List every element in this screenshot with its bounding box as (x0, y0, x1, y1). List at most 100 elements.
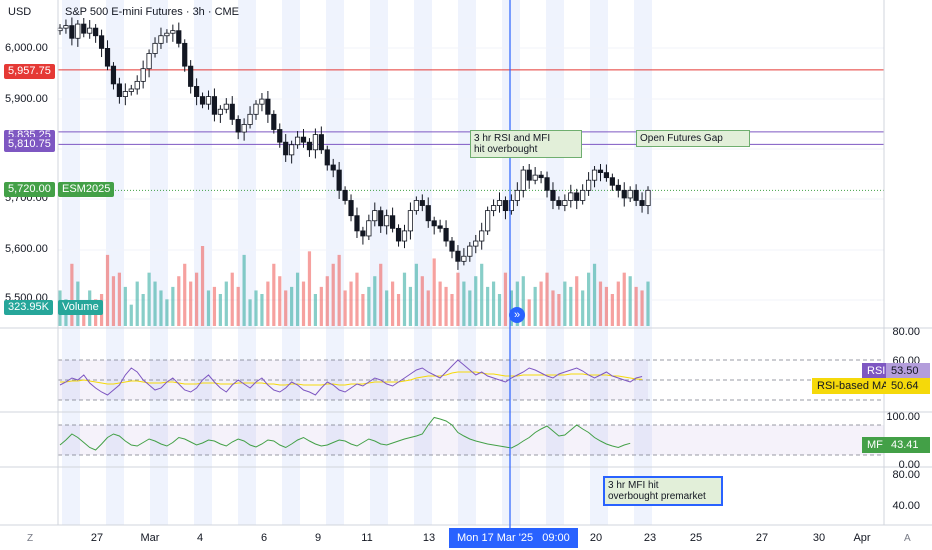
volume-bar (135, 281, 139, 326)
mf2-axis-label: 40.00 (892, 500, 920, 512)
volume-bar (117, 272, 121, 326)
session-band (326, 0, 344, 525)
candle-body (235, 118, 241, 133)
candle-body (395, 227, 402, 242)
time-tick: 6 (260, 532, 268, 544)
volume-bar (450, 294, 454, 326)
volume-bar (432, 258, 436, 326)
candle-body (479, 230, 485, 242)
chart-frame (0, 0, 932, 528)
candle-body (312, 134, 318, 151)
candle-body (455, 250, 461, 262)
volume-bar (640, 290, 644, 326)
candle-body (467, 245, 473, 257)
volume-bar (391, 281, 395, 326)
volume-bar (610, 294, 614, 326)
candle-body (544, 177, 550, 191)
session-band (414, 0, 432, 525)
timezone-button[interactable]: Z (27, 533, 34, 544)
candle-body (211, 96, 218, 115)
volume-bar (414, 263, 418, 326)
candle-body (122, 91, 128, 97)
volume-bar (349, 281, 353, 326)
purple-level-tag: 5,810.75 (4, 137, 55, 152)
candle-body (401, 230, 408, 242)
volume-bar (248, 299, 252, 326)
candle-body (75, 23, 81, 39)
candle-body (63, 25, 69, 29)
candle-body (609, 177, 615, 186)
purple-top-tag: 5,835.25 (4, 130, 55, 141)
volume-bar (515, 281, 519, 326)
session-band (106, 0, 124, 525)
volume-bar (533, 286, 537, 326)
candle-body (324, 149, 330, 166)
mf-value-tag: 43.41 (886, 437, 930, 453)
rsi-mfi-annotation[interactable]: 3 hr RSI and MFI hit overbought (470, 130, 582, 158)
candle-body (104, 48, 111, 67)
candle-body (508, 200, 514, 212)
futures-gap-annotation[interactable]: Open Futures Gap (636, 130, 750, 147)
candle-body (330, 164, 336, 171)
volume-bar (355, 272, 359, 326)
rsi-pane (59, 359, 643, 396)
candle-body (253, 103, 259, 115)
go-to-realtime-icon[interactable]: » (509, 307, 525, 323)
red-level-tag: 5,957.75 (4, 64, 55, 79)
volume-bar (503, 272, 508, 326)
volume-bar (474, 276, 478, 326)
price-axis-label: 5,900.00 (5, 93, 48, 105)
volume-bar (438, 281, 442, 326)
candle-body (128, 88, 134, 92)
mf-label-tag: MF (862, 437, 888, 453)
volume-value-tag: 323.95K (4, 300, 53, 315)
mf-axis-label: 0.00 (898, 459, 920, 471)
volume-bar (183, 263, 187, 326)
candle-body (69, 25, 75, 39)
volume-bar (70, 263, 74, 326)
volume-bar (141, 294, 145, 326)
current-symbol-tag: ESM2025 (58, 182, 115, 197)
volume-bar (402, 272, 407, 326)
candle-body (496, 200, 503, 206)
candle-body (461, 255, 467, 262)
candle-body (182, 42, 188, 67)
candle-body (485, 210, 491, 232)
volume-bar (361, 294, 365, 326)
auto-scale-button[interactable]: A (904, 533, 911, 544)
mf-pane (59, 416, 631, 451)
volume-bar (491, 281, 496, 326)
candle-body (342, 189, 348, 201)
volume-bar (628, 276, 632, 326)
volume-bar (592, 263, 597, 326)
candle-body (378, 210, 384, 227)
time-tick: 30 (812, 532, 826, 544)
volume-bars (58, 246, 650, 326)
candle-body (550, 189, 556, 201)
volume-bar (527, 299, 531, 326)
volume-bar (604, 286, 609, 326)
candle-body (360, 230, 366, 237)
volume-bar (272, 263, 276, 326)
volume-bar (147, 272, 151, 326)
volume-bar (200, 246, 205, 326)
time-tick: 25 (689, 532, 703, 544)
volume-bar (444, 286, 448, 326)
candle-body (390, 215, 396, 229)
crosshair-time-label: Mon 17 Mar '25 09:00 (449, 528, 578, 548)
symbol-title[interactable]: S&P 500 E-mini Futures · 3h · CME (65, 6, 240, 18)
volume-bar (206, 290, 211, 326)
time-tick: 27 (90, 532, 104, 544)
volume-bar (367, 286, 371, 326)
volume-bar (456, 272, 460, 326)
time-tick: 9 (314, 532, 322, 544)
candle-body (449, 240, 455, 252)
candle-body (574, 192, 580, 201)
volume-bar (468, 290, 472, 326)
mfi-premarket-annotation[interactable]: 3 hr MFI hit overbought premarket (603, 476, 723, 506)
volume-bar (426, 290, 430, 326)
time-tick: 27 (755, 532, 769, 544)
volume-bar (396, 294, 401, 326)
candle-body (164, 32, 170, 37)
